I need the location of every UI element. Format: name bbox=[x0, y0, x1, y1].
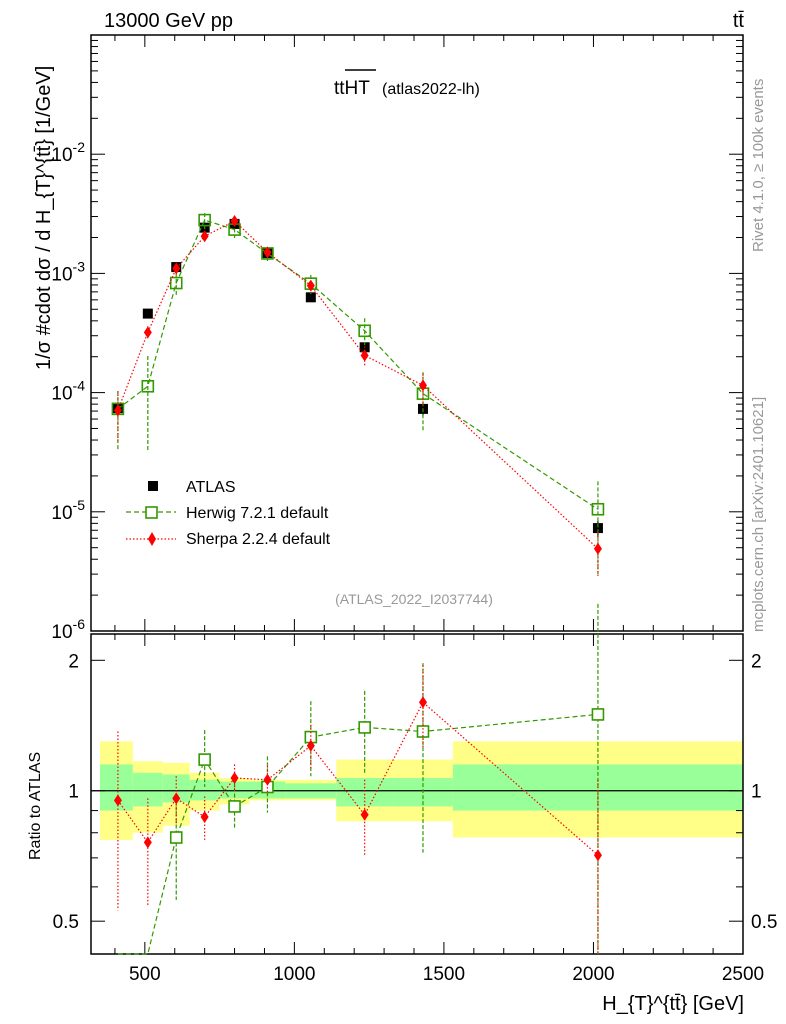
main-panel: 10-6 10-5 10-4 10-3 10-2 bbox=[51, 34, 744, 643]
plot-title: ttHT bbox=[334, 78, 370, 99]
ratio-marker-herwig bbox=[591, 708, 605, 721]
legend-sherpa-label: Sherpa 2.2.4 default bbox=[186, 531, 331, 548]
xlabel: H_{T}^{tt̄} [GeV] bbox=[602, 993, 744, 1015]
ratio-marker-sherpa bbox=[263, 773, 272, 786]
ratio-marker-sherpa bbox=[113, 794, 122, 807]
legend-sherpa-marker bbox=[148, 532, 156, 546]
ratio-marker-sherpa bbox=[143, 836, 152, 849]
legend-atlas-marker bbox=[148, 481, 158, 491]
y-tick-label: 10-2 bbox=[51, 139, 85, 166]
ratio-y-tick-label: 2 bbox=[68, 651, 79, 672]
y-tick-label: 10-6 bbox=[51, 616, 85, 643]
series-line-sherpa bbox=[117, 220, 599, 550]
ratio-ylabel: Ratio to ATLAS bbox=[27, 752, 44, 860]
ratio-band-stat bbox=[189, 779, 220, 801]
rivet-label: Rivet 4.1.0, ≥ 100k events bbox=[750, 79, 767, 252]
ratio-band-stat bbox=[132, 772, 163, 807]
ratio-marker-sherpa bbox=[306, 739, 315, 752]
marker-herwig bbox=[169, 276, 183, 290]
main-frame bbox=[90, 34, 744, 632]
mcplots-label: mcplots.cern.ch [arXiv:2401.10621] bbox=[750, 397, 767, 632]
marker-sherpa bbox=[230, 215, 239, 228]
ratio-marker-sherpa bbox=[200, 810, 209, 823]
legend-herwig-marker bbox=[145, 506, 158, 519]
ratio-marker-herwig bbox=[358, 721, 371, 734]
marker-atlas bbox=[305, 292, 316, 303]
x-tick-label: 1500 bbox=[423, 964, 465, 985]
legend-herwig-label: Herwig 7.2.1 default bbox=[186, 505, 329, 522]
marker-sherpa bbox=[306, 279, 315, 292]
marker-herwig bbox=[591, 502, 605, 516]
ratio-frame bbox=[90, 633, 744, 955]
y-tick-label: 10-3 bbox=[51, 258, 85, 285]
ratio-marker-sherpa bbox=[230, 772, 239, 785]
series-line-herwig bbox=[117, 219, 599, 510]
marker-atlas bbox=[592, 523, 603, 534]
ratio-y-tick-label: 0.5 bbox=[53, 912, 79, 933]
marker-sherpa bbox=[172, 262, 181, 275]
marker-sherpa bbox=[360, 349, 369, 362]
marker-herwig bbox=[198, 213, 211, 227]
y-tick-label: 10-5 bbox=[51, 497, 85, 524]
ratio-series-line-sherpa bbox=[117, 701, 599, 856]
marker-herwig bbox=[358, 324, 371, 338]
legend-atlas-label: ATLAS bbox=[186, 479, 236, 496]
marker-sherpa bbox=[263, 246, 272, 259]
x-tick-label: 500 bbox=[129, 964, 161, 985]
marker-herwig bbox=[141, 379, 155, 393]
marker-sherpa bbox=[418, 379, 427, 392]
ratio-marker-sherpa bbox=[360, 808, 369, 821]
process-label: tt̄ bbox=[733, 10, 745, 32]
x-tick-label: 2000 bbox=[572, 964, 614, 985]
plot-title-text: ttHT bbox=[334, 78, 370, 99]
analysis-id: (ATLAS_2022_I2037744) bbox=[335, 591, 493, 607]
ratio-y-tick-label-right: 2 bbox=[751, 651, 762, 672]
x-tick-label: 1000 bbox=[273, 964, 315, 985]
marker-sherpa bbox=[200, 230, 209, 243]
ratio-panel: 500 1000 1500 2000 2500 0.5 0.5 1 1 2 2 bbox=[53, 603, 777, 985]
energy-label: 13000 GeV pp bbox=[104, 10, 233, 32]
x-tick-label: 2500 bbox=[722, 964, 764, 985]
marker-sherpa bbox=[113, 404, 122, 417]
marker-sherpa bbox=[593, 542, 602, 555]
ratio-marker-sherpa bbox=[418, 696, 427, 709]
legend: ATLAS Herwig 7.2.1 default Sherpa 2.2.4 … bbox=[126, 479, 331, 548]
ratio-y-tick-label: 1 bbox=[68, 782, 79, 803]
ratio-marker-sherpa bbox=[172, 792, 181, 805]
ratio-marker-herwig bbox=[169, 831, 183, 844]
marker-sherpa bbox=[143, 326, 152, 339]
ratio-marker-herwig bbox=[228, 800, 241, 813]
ratio-marker-sherpa bbox=[593, 849, 602, 862]
marker-atlas bbox=[142, 308, 153, 319]
ratio-y-tick-label-right: 1 bbox=[751, 782, 762, 803]
ratio-y-tick-label-right: 0.5 bbox=[751, 912, 777, 933]
plot-title-tag: (atlas2022-lh) bbox=[382, 81, 480, 98]
y-tick-label: 10-4 bbox=[51, 378, 85, 405]
ratio-marker-herwig bbox=[198, 753, 211, 766]
ratio-series-line-herwig bbox=[117, 713, 598, 955]
main-ylabel: 1/σ #cdot dσ / d H_{T}^{tt̄} [1/GeV] bbox=[33, 66, 55, 370]
